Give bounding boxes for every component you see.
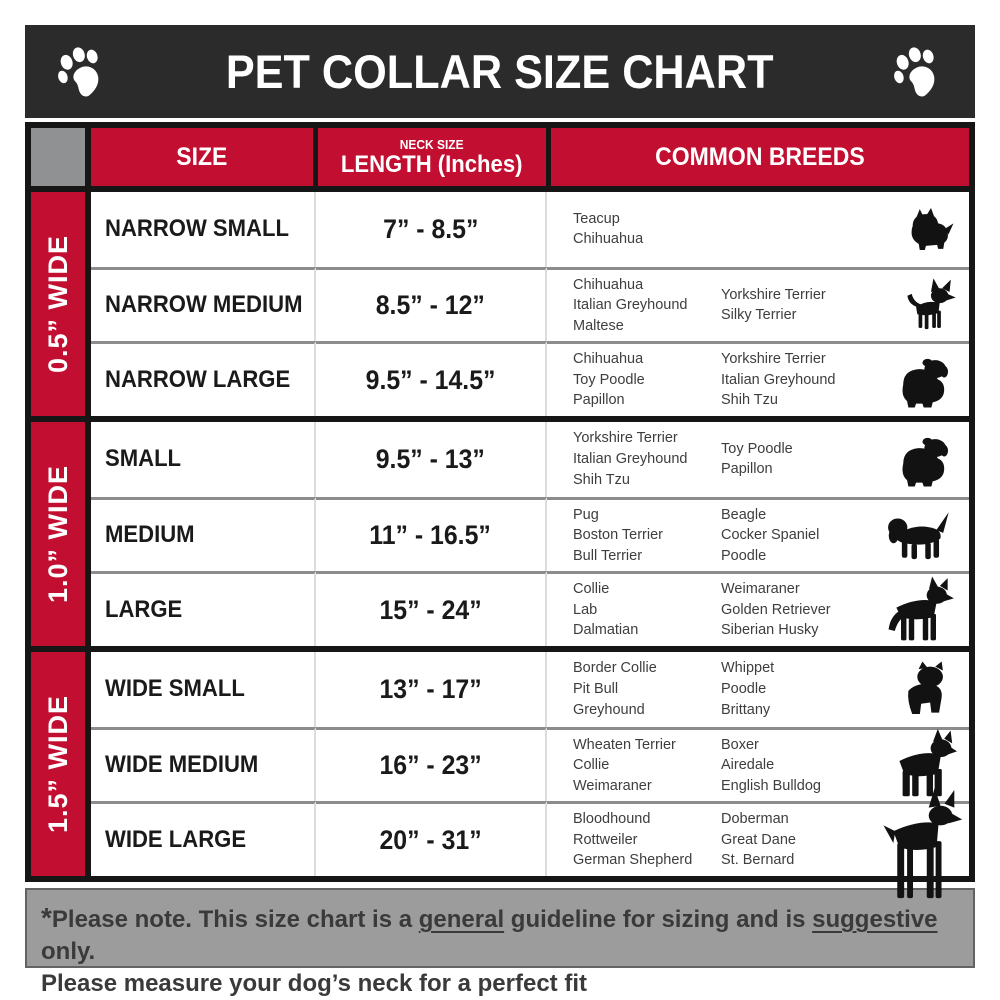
neck-length-cell: 8.5” - 12” [316,266,547,342]
breeds-cell: Wheaten Terrier Collie Weimaraner Boxer … [547,726,969,802]
paw-print-icon [51,43,113,101]
breeds-right-list: Boxer Airedale English Bulldog [721,736,821,794]
width-group-label-1-5: 1.5” WIDE [31,652,85,876]
pekingese-icon [893,430,957,488]
breeds-right-list: Yorkshire Terrier Silky Terrier [721,286,826,324]
neck-length-cell: 9.5” - 13” [316,422,547,497]
width-group-label-0-5: 0.5” WIDE [31,192,85,416]
breeds-right-list: Weimaraner Golden Retriever Siberian Hus… [721,581,831,639]
breeds-cell: Chihuahua Toy Poodle Papillon Yorkshire … [547,341,969,416]
bulldog-icon [893,654,957,724]
size-cell: MEDIUM [91,496,316,572]
doberman-icon [863,787,963,906]
breeds-left-list: Pug Boston Terrier Bull Terrier [573,506,663,564]
footer-note-line1: *Please note. This size chart is a gener… [41,902,938,966]
breeds-left-list: Chihuahua Toy Poodle Papillon [573,351,645,409]
column-header-size: SIZE [91,128,313,186]
paw-print-icon [887,43,949,101]
width-group-1-0: SMALL 9.5” - 13” Yorkshire Terrier Itali… [91,422,969,646]
breeds-left-list: Bloodhound Rottweiler German Shepherd [573,811,693,869]
neck-length-cell: 13” - 17” [316,652,547,727]
breeds-left-list: Yorkshire Terrier Italian Greyhound Shih… [573,430,688,488]
size-cell: WIDE MEDIUM [91,726,316,802]
width-group-0-5: NARROW SMALL 7” - 8.5” Teacup Chihuahua … [91,192,969,416]
column-header-neck-length: NECK SIZE LENGTH (Inches) [318,128,546,186]
breeds-cell: Collie Lab Dalmatian Weimaraner Golden R… [547,571,969,646]
neck-length-cell: 11” - 16.5” [316,496,547,572]
breeds-left-list: Wheaten Terrier Collie Weimaraner [573,736,676,794]
corner-cell [31,128,85,186]
neck-length-cell: 16” - 23” [316,726,547,802]
title-bar: PET COLLAR SIZE CHART [25,25,975,118]
width-group-1-5: WIDE SMALL 13” - 17” Border Collie Pit B… [91,652,969,899]
footer-note-line2: Please measure your dog’s neck for a per… [41,969,587,997]
yorkshire-terrier-icon [905,206,957,252]
breeds-left-list: Chihuahua Italian Greyhound Maltese [573,276,688,334]
breeds-cell: Border Collie Pit Bull Greyhound Whippet… [547,652,969,727]
neck-length-cell: 15” - 24” [316,571,547,646]
neck-length-cell: 9.5” - 14.5” [316,341,547,416]
breeds-left-list: Border Collie Pit Bull Greyhound [573,660,657,718]
breeds-cell: Chihuahua Italian Greyhound Maltese York… [547,266,969,342]
asterisk: * [41,902,52,933]
breeds-cell: Bloodhound Rottweiler German Shepherd Do… [547,787,969,899]
size-cell: SMALL [91,422,316,497]
footer-note: *Please note. This size chart is a gener… [25,888,975,997]
breeds-cell: Yorkshire Terrier Italian Greyhound Shih… [547,422,969,497]
breeds-cell: Pug Boston Terrier Bull Terrier Beagle C… [547,496,969,572]
breeds-left-list: Collie Lab Dalmatian [573,581,639,639]
size-cell: NARROW LARGE [91,341,316,416]
breeds-right-list: Toy Poodle Papillon [721,440,793,478]
breeds-right-list: Yorkshire Terrier Italian Greyhound Shih… [721,351,836,409]
pekingese-icon [893,351,957,409]
page-title: PET COLLAR SIZE CHART [226,45,774,98]
size-cell: WIDE LARGE [91,801,316,876]
column-header-common-breeds: COMMON BREEDS [551,128,969,186]
breeds-right-list: Whippet Poodle Brittany [721,660,775,718]
size-cell: NARROW SMALL [91,192,316,267]
table-header-row: SIZE NECK SIZE LENGTH (Inches) COMMON BR… [91,128,969,186]
size-cell: NARROW MEDIUM [91,266,316,342]
width-group-label-1-0: 1.0” WIDE [31,422,85,646]
breeds-left-list: Teacup Chihuahua [573,210,644,248]
breeds-right-list: Beagle Cocker Spaniel Poodle [721,506,820,564]
dachshund-icon [877,504,957,566]
size-chart-page: PET COLLAR SIZE CHART SIZE NECK SIZE LEN… [25,25,975,997]
size-chart-table: SIZE NECK SIZE LENGTH (Inches) COMMON BR… [25,122,975,899]
german-shepherd-icon [873,575,957,645]
pit-bull-icon [877,728,957,802]
size-cell: LARGE [91,571,316,646]
neck-length-cell: 7” - 8.5” [316,192,547,267]
size-cell: WIDE SMALL [91,652,316,727]
breeds-cell: Teacup Chihuahua [547,192,969,267]
neck-length-cell: 20” - 31” [316,801,547,876]
chihuahua-icon [895,277,957,333]
breeds-right-list: Doberman Great Dane St. Bernard [721,811,796,869]
